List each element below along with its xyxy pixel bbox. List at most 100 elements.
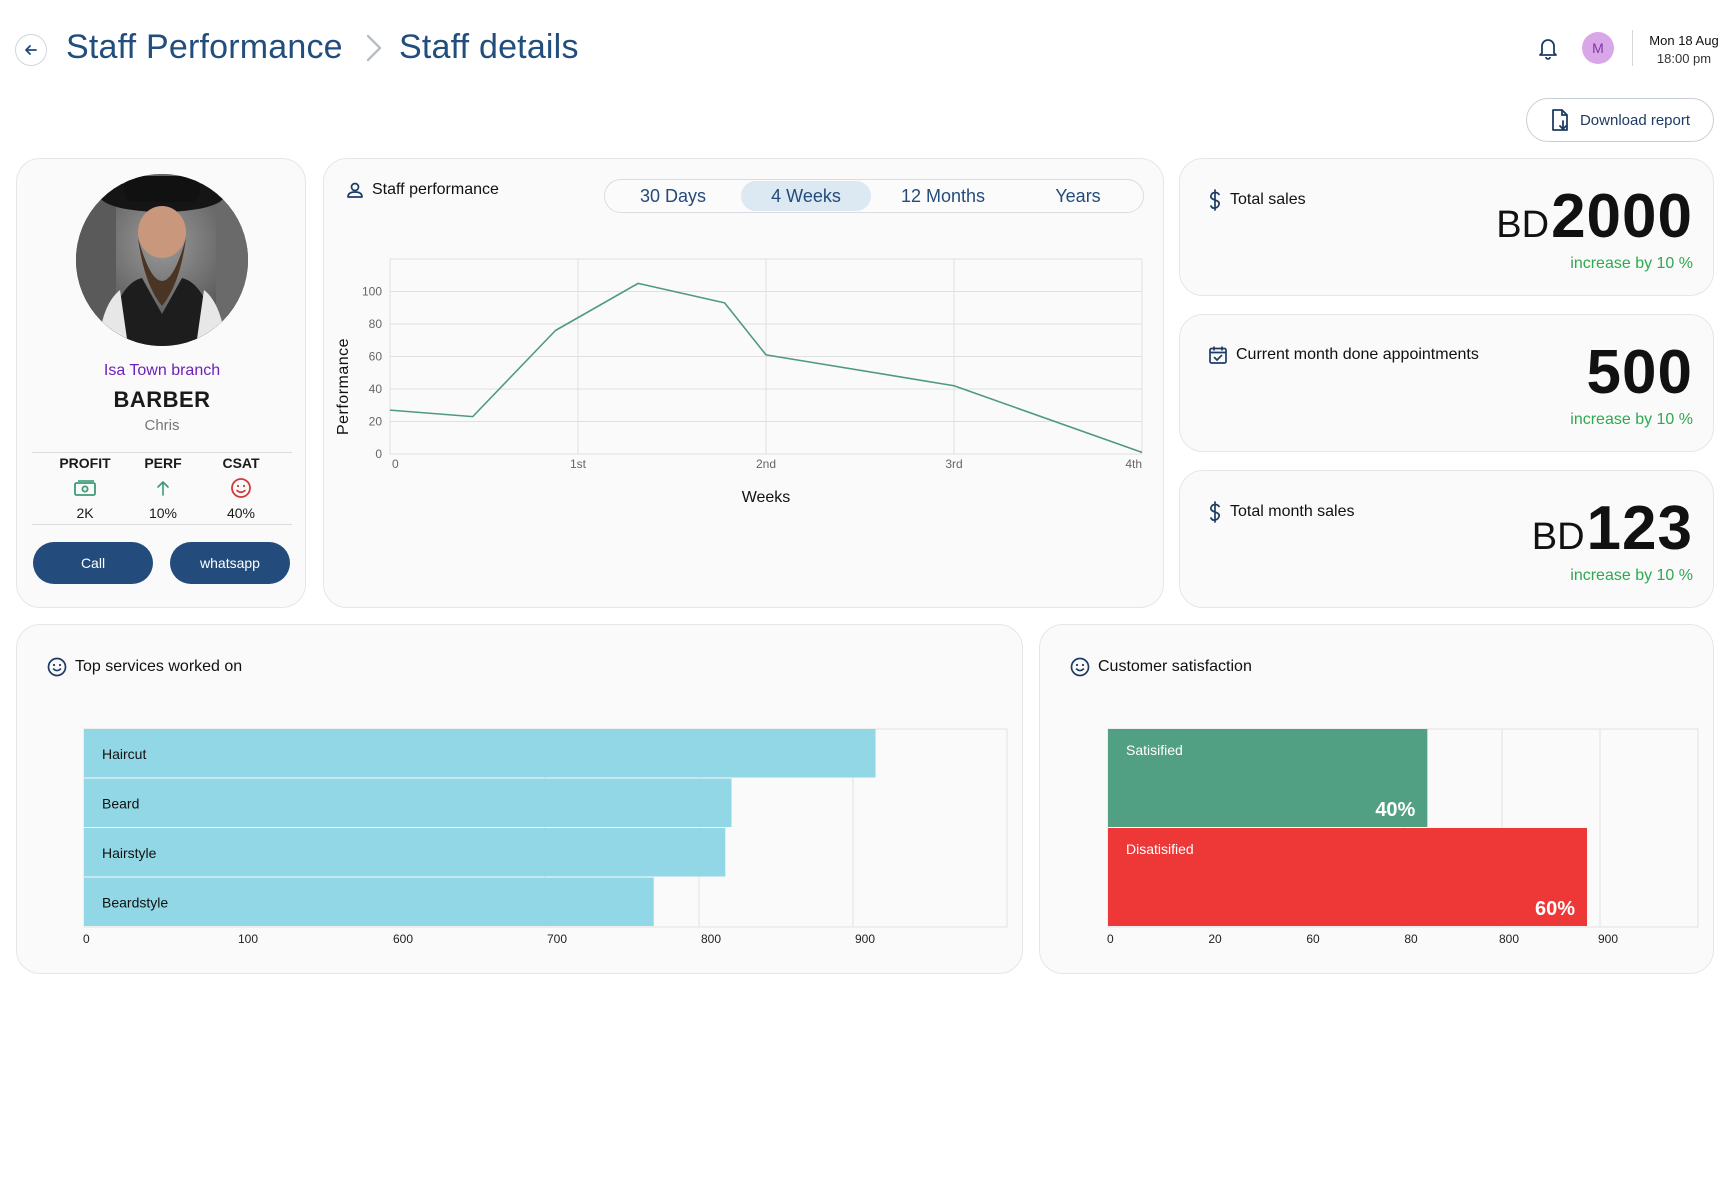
top-services-card: Top services worked on 0 100 600 700 800 900 H…	[16, 624, 1023, 974]
bar	[84, 877, 654, 926]
tab-4-weeks[interactable]: 4 Weeks	[741, 181, 871, 211]
x-tick-label: 900	[855, 932, 875, 946]
x-tick-label: 0	[392, 457, 399, 471]
metric-number: 500	[1586, 338, 1693, 407]
metric-card-total-sales: Total sales BD 2000 increase by 10 %	[1179, 158, 1714, 296]
performance-line-chart: 0 20 40 60 80 100 0 1st 2nd 3rd 4th Weeks Performanc…	[335, 258, 1143, 506]
stat-csat: CSAT 40%	[201, 455, 281, 521]
avatar[interactable]: M	[1582, 32, 1614, 64]
arrow-up-icon	[157, 481, 169, 496]
bar-label: Disatisified	[1126, 841, 1194, 857]
x-tick-label: 1st	[570, 457, 587, 471]
staff-profile-card: Isa Town branch BARBER Chris PROFIT 2K P…	[16, 158, 306, 608]
arrow-left-icon	[25, 45, 37, 55]
stat-label: PERF	[144, 455, 182, 471]
bar	[1108, 828, 1588, 926]
download-report-button[interactable]: Download report	[1526, 98, 1714, 142]
metric-number: 2000	[1551, 182, 1693, 251]
services-bar-chart: 0 100 600 700 800 900 Haircut Beard Hairstyle Bea…	[83, 728, 1008, 946]
metric-card-month-sales: Total month sales BD 123 increase by 10 …	[1179, 470, 1714, 608]
stat-profit: PROFIT 2K	[45, 455, 125, 521]
metric-title-label: Total month sales	[1230, 503, 1355, 520]
download-file-icon	[1552, 109, 1568, 131]
time-text: 18:00 pm	[1656, 51, 1712, 66]
period-segmented-control: 30 Days 4 Weeks 12 Months Years	[604, 179, 1144, 213]
metric-title: Current month done appointments	[1208, 345, 1479, 365]
bar	[1108, 729, 1428, 827]
metric-change: increase by 10 %	[1570, 411, 1693, 428]
stat-value: 40%	[226, 505, 256, 521]
x-tick-label: 800	[701, 932, 721, 946]
bar	[84, 729, 876, 778]
smiley-icon	[47, 657, 67, 677]
stat-label: PROFIT	[59, 455, 111, 471]
top-services-label: Top services worked on	[75, 658, 243, 675]
smiley-icon	[231, 478, 251, 498]
metric-currency: BD	[1496, 204, 1550, 246]
metric-title-label: Current month done appointments	[1236, 346, 1479, 363]
stat-value: 10%	[148, 505, 178, 521]
x-tick-label: 80	[1404, 932, 1418, 946]
x-tick-label: 900	[1598, 932, 1618, 946]
page-title: Staff details	[399, 28, 579, 66]
y-tick-label: 100	[362, 285, 382, 299]
y-axis-title: Performance	[335, 338, 352, 435]
x-tick-label: 60	[1306, 932, 1320, 946]
bar-value-label: 60%	[1535, 898, 1575, 920]
metric-title: Total month sales	[1208, 501, 1355, 523]
tab-30-days[interactable]: 30 Days	[639, 185, 707, 206]
x-tick-label: 700	[547, 932, 567, 946]
customer-satisfaction-title: Customer satisfaction	[1070, 657, 1252, 677]
x-tick-label: 3rd	[945, 457, 962, 471]
money-icon	[74, 480, 96, 496]
stat-value: 2K	[76, 505, 94, 521]
chevron-right-icon	[366, 34, 382, 62]
bar-label: Haircut	[102, 746, 146, 762]
dollar-icon	[1209, 501, 1221, 523]
x-tick-label: 600	[393, 932, 413, 946]
date-text: Mon 18 Aug	[1649, 33, 1719, 48]
user-icon	[347, 182, 363, 198]
download-report-label: Download report	[1579, 111, 1691, 129]
staff-name: Chris	[144, 417, 180, 434]
performance-line	[389, 282, 1143, 454]
metric-value: BD 123	[1532, 493, 1693, 564]
back-button[interactable]	[15, 34, 47, 66]
bar	[84, 778, 732, 827]
x-tick-label: 0	[1107, 932, 1114, 946]
x-tick-label: 0	[83, 932, 90, 946]
bar-label: Hairstyle	[102, 845, 157, 861]
metric-value: BD 2000	[1496, 181, 1693, 252]
x-tick-label: 100	[238, 932, 258, 946]
tab-years[interactable]: Years	[1055, 185, 1101, 206]
calendar-check-icon	[1209, 346, 1227, 364]
whatsapp-button[interactable]: whatsapp	[170, 542, 290, 584]
bell-icon[interactable]	[1537, 36, 1559, 60]
x-tick-label: 2nd	[756, 457, 776, 471]
page-header: Staff Performance Staff details M Mon 18…	[0, 0, 1728, 90]
staff-performance-label: Staff performance	[372, 181, 499, 198]
call-button[interactable]: Call	[33, 542, 153, 584]
bar	[84, 828, 726, 877]
staff-role: BARBER	[113, 387, 211, 412]
metric-number: 123	[1586, 494, 1693, 563]
branch-name: Isa Town branch	[103, 362, 221, 379]
tab-12-months[interactable]: 12 Months	[900, 185, 986, 206]
smiley-icon	[1070, 657, 1090, 677]
y-tick-label: 40	[369, 382, 383, 396]
staff-photo	[76, 174, 248, 346]
bar-label: Beardstyle	[102, 894, 168, 910]
metric-title-label: Total sales	[1230, 191, 1306, 208]
bar-value-label: 40%	[1375, 799, 1415, 821]
breadcrumb-root[interactable]: Staff Performance	[66, 28, 343, 66]
staff-performance-title: Staff performance	[346, 181, 499, 199]
metric-title: Total sales	[1208, 189, 1306, 211]
x-tick-label: 4th	[1125, 457, 1142, 471]
y-tick-label: 20	[369, 415, 383, 429]
metric-change: increase by 10 %	[1570, 567, 1693, 584]
stats-divider-top	[32, 452, 292, 453]
bar-label: Satisified	[1126, 742, 1183, 758]
x-axis-title: Weeks	[742, 489, 791, 506]
stats-divider-bottom	[32, 524, 292, 525]
metric-value: 500	[1585, 337, 1693, 408]
